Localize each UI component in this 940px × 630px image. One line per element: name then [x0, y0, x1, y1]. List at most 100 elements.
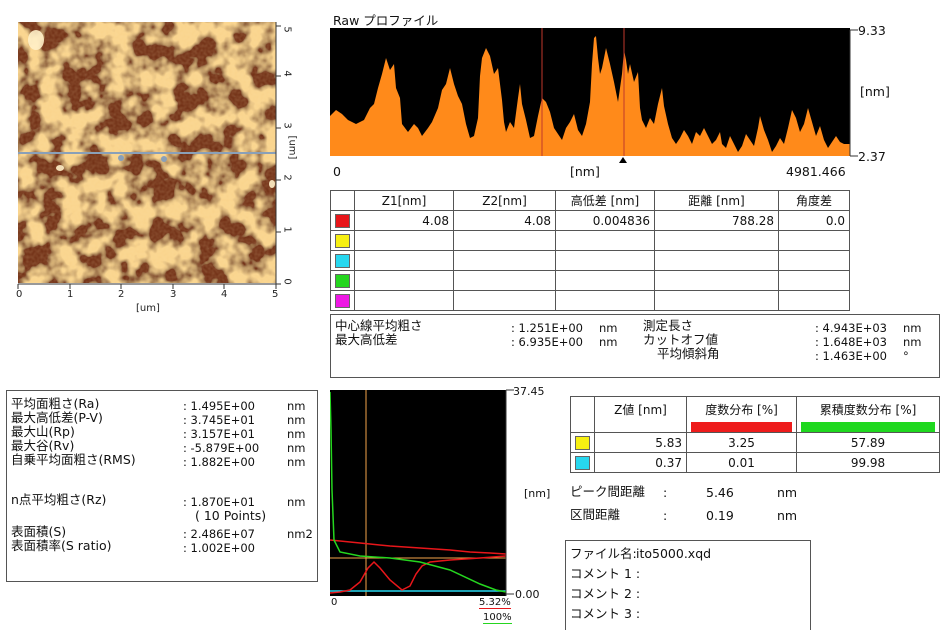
afm-y-tick: 1 — [281, 226, 293, 233]
freq-header-cell: 度数分布 [%] — [686, 396, 797, 433]
angle-cell — [778, 290, 850, 311]
surface-unit: nm — [287, 413, 306, 427]
surface-unit: nm — [287, 495, 306, 509]
surface-unit: nm — [287, 427, 306, 441]
z1-cell — [354, 270, 454, 291]
afm-x-tick: 2 — [118, 289, 125, 300]
distribution-header: Z値 [nm] 度数分布 [%] 累積度数分布 [%] — [570, 396, 940, 433]
surface-value: : -5.879E+00 — [183, 441, 260, 455]
profile-z-unit: [nm] — [860, 84, 890, 99]
dist-cell — [654, 290, 779, 311]
histogram-z-axis — [505, 389, 514, 596]
histogram-z-max: 37.45 — [513, 385, 545, 398]
histogram-chart[interactable] — [329, 390, 507, 596]
profile-x-min: 0 — [333, 164, 341, 179]
profile-title: Raw プロファイル — [333, 13, 439, 28]
afm-y-tick: 2 — [281, 174, 293, 181]
surface-label: 平均面粗さ(Ra) — [11, 396, 100, 411]
diff-cell — [555, 250, 655, 271]
z2-cell — [453, 250, 556, 271]
header-cell: 距離 [nm] — [654, 190, 779, 211]
surface-unit: nm — [287, 441, 306, 455]
afm-x-tick: 1 — [67, 289, 74, 300]
roughness-unit: nm — [599, 335, 618, 349]
cum-cell: 99.98 — [796, 452, 940, 473]
diff-cell — [555, 290, 655, 311]
surface-label: 最大谷(Rv) — [11, 438, 75, 453]
freq-header-label: 度数分布 [%] — [705, 403, 778, 417]
afm-y-tick: 4 — [281, 70, 293, 77]
color-swatch-yellow[interactable] — [335, 233, 350, 248]
section-marker[interactable] — [118, 155, 124, 161]
afm-image-canvas[interactable] — [18, 22, 276, 283]
histogram-cum-max: 100% — [483, 612, 512, 624]
z2-cell: 4.08 — [453, 210, 556, 231]
color-swatch-cyan[interactable] — [575, 455, 590, 470]
header-cell: 角度差 — [778, 190, 850, 211]
surface-label: 最大山(Rp) — [11, 424, 75, 439]
interval-distance-value: 0.19 — [706, 508, 734, 523]
afm-image[interactable] — [18, 22, 276, 283]
bright-particle — [28, 30, 44, 50]
header-cell: Z2[nm] — [453, 190, 556, 211]
dist-cell — [654, 230, 779, 251]
surface-unit: nm — [287, 455, 306, 469]
surface-value: : 3.157E+01 — [183, 427, 255, 441]
z2-cell — [453, 290, 556, 311]
profile-chart[interactable] — [330, 28, 850, 156]
table-row[interactable]: 5.83 3.25 57.89 — [570, 432, 940, 453]
afm-y-tick: 5 — [281, 26, 293, 33]
distribution-table: Z値 [nm] 度数分布 [%] 累積度数分布 [%] 5.83 3.25 57… — [570, 396, 940, 473]
table-row[interactable] — [330, 290, 850, 311]
color-swatch-magenta[interactable] — [335, 293, 350, 308]
afm-x-unit: [um] — [136, 303, 160, 314]
profile-canvas[interactable] — [330, 28, 850, 156]
profile-z-min: 2.37 — [858, 149, 886, 164]
table-row[interactable]: 0.37 0.01 99.98 — [570, 452, 940, 473]
surface-value: : 3.745E+01 — [183, 413, 255, 427]
surface-label: 自乗平均面粗さ(RMS) — [11, 452, 136, 467]
comment-1-label: コメント 1 : — [570, 566, 641, 581]
interval-distance-label: 区間距離 — [570, 507, 621, 522]
diff-cell — [555, 230, 655, 251]
histogram-canvas[interactable] — [329, 390, 507, 596]
surface-label: n点平均粗さ(Rz) — [11, 492, 107, 507]
color-swatch-cyan[interactable] — [335, 253, 350, 268]
roughness-unit: nm — [903, 321, 922, 335]
diff-cell: 0.004836 — [555, 210, 655, 231]
z1-cell — [354, 230, 454, 251]
surface-value: : 1.002E+00 — [183, 541, 255, 555]
roughness-label: 測定長さ — [643, 318, 694, 333]
comment-3-label: コメント 3 : — [570, 606, 641, 621]
angle-cell — [778, 270, 850, 291]
table-row[interactable] — [330, 270, 850, 291]
header-cell — [330, 190, 355, 211]
file-info-panel: ファイル名: ito5000.xqd コメント 1 : コメント 2 : コメン… — [565, 540, 811, 630]
bright-particle — [56, 165, 64, 171]
header-cell: Z1[nm] — [354, 190, 454, 211]
cumulative-curve — [329, 391, 507, 593]
z1-cell — [354, 290, 454, 311]
profile-position-marker[interactable] — [619, 157, 627, 163]
table-row[interactable]: 4.08 4.08 0.004836 788.28 0.0 — [330, 210, 850, 231]
color-swatch-yellow[interactable] — [575, 435, 590, 450]
afm-y-tick: 0 — [281, 278, 293, 285]
section-marker[interactable] — [161, 156, 167, 162]
afm-x-tick: 5 — [272, 289, 279, 300]
table-row[interactable] — [330, 250, 850, 271]
peak-distance-value: 5.46 — [706, 485, 734, 500]
afm-x-tick: 0 — [16, 289, 23, 300]
roughness-label: 中心線平均粗さ — [335, 318, 423, 333]
roughness-value: : 4.943E+03 — [815, 321, 887, 335]
freq-cell: 3.25 — [686, 432, 797, 453]
color-swatch-green[interactable] — [335, 273, 350, 288]
surface-value: : 1.882E+00 — [183, 455, 255, 469]
profile-x-unit: [nm] — [570, 164, 600, 179]
dist-cell: 788.28 — [654, 210, 779, 231]
table-row[interactable] — [330, 230, 850, 251]
freq-color-bar — [691, 422, 792, 432]
interval-distance-unit: nm — [777, 508, 798, 523]
color-swatch-red[interactable] — [335, 213, 350, 228]
afm-y-unit: [um] — [286, 135, 298, 160]
z1-cell: 4.08 — [354, 210, 454, 231]
